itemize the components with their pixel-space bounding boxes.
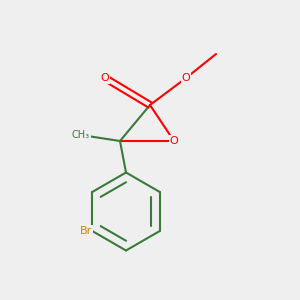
Text: O: O: [182, 73, 190, 83]
Text: O: O: [100, 73, 109, 83]
Text: CH₃: CH₃: [72, 130, 90, 140]
Text: Br: Br: [80, 226, 92, 236]
Text: O: O: [169, 136, 178, 146]
